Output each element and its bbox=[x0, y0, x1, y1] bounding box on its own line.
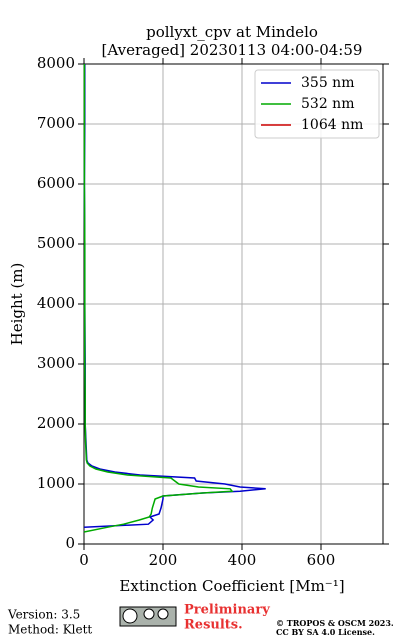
x-tick-label: 400 bbox=[228, 551, 257, 569]
legend-label: 532 nm bbox=[301, 96, 354, 112]
legend-box bbox=[254, 69, 380, 139]
y-tick-label: 0 bbox=[65, 534, 75, 552]
y-tick-label: 5000 bbox=[37, 234, 75, 252]
notice: Results. bbox=[184, 618, 243, 633]
copyright: © TROPOS & OSCM 2023. bbox=[276, 618, 394, 628]
chart-title: pollyxt_cpv at Mindelo bbox=[146, 23, 318, 41]
x-tick-label: 0 bbox=[79, 551, 89, 569]
data-line bbox=[83, 64, 234, 533]
y-tick-label: 4000 bbox=[37, 294, 75, 312]
version: Version: 3.5 bbox=[7, 608, 80, 622]
method: Method: Klett bbox=[8, 623, 92, 637]
x-tick-label: 200 bbox=[149, 551, 178, 569]
y-tick-label: 2000 bbox=[37, 414, 75, 432]
y-axis-label: Height (m) bbox=[8, 263, 26, 346]
y-tick-label: 3000 bbox=[37, 354, 75, 372]
chart-subtitle: [Averaged] 20230113 04:00-04:59 bbox=[102, 41, 363, 59]
legend-label: 355 nm bbox=[301, 75, 354, 91]
legend-label: 1064 nm bbox=[301, 117, 363, 133]
y-tick-label: 7000 bbox=[37, 114, 75, 132]
x-axis-label: Extinction Coefficient [Mm⁻¹] bbox=[119, 577, 344, 595]
y-tick-label: 6000 bbox=[37, 174, 75, 192]
x-tick-label: 600 bbox=[307, 551, 336, 569]
notice: Preliminary bbox=[184, 603, 270, 618]
cc-logo bbox=[119, 606, 177, 627]
plot-frame bbox=[83, 63, 384, 545]
data-line bbox=[83, 64, 266, 528]
y-tick-label: 8000 bbox=[37, 54, 75, 72]
y-tick-label: 1000 bbox=[37, 474, 75, 492]
copyright: CC BY SA 4.0 License. bbox=[276, 627, 375, 637]
